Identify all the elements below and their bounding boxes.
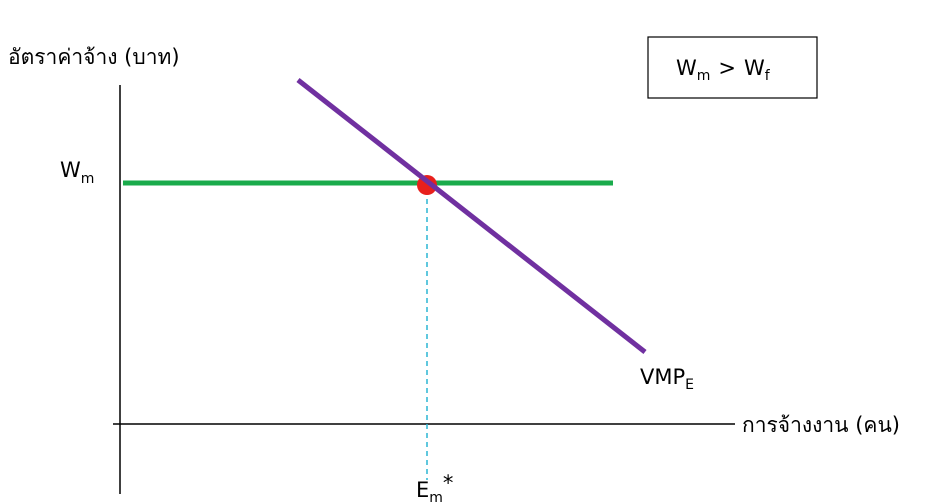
wage-label-main: W xyxy=(60,158,81,182)
condition-text: Wm>Wf xyxy=(676,56,771,84)
curve-label-main: VMP xyxy=(640,365,685,389)
employment-label: Em* xyxy=(416,471,453,504)
condition-left: W xyxy=(676,56,697,80)
employment-label-sub: m xyxy=(429,490,443,504)
employment-label-sup: * xyxy=(443,471,454,495)
diagram: อัตราค่าจ้าง (บาท) การจ้างงาน (คน) Wm>Wf… xyxy=(0,0,934,504)
vmp-curve xyxy=(298,80,645,352)
curve-label-sub: E xyxy=(685,377,694,393)
condition-left-sub: m xyxy=(697,68,711,84)
condition-operator: > xyxy=(718,56,736,80)
wage-label: Wm xyxy=(60,158,94,187)
wage-label-sub: m xyxy=(81,171,95,187)
y-axis-label: อัตราค่าจ้าง (บาท) xyxy=(8,45,180,69)
x-axis-label: การจ้างงาน (คน) xyxy=(742,413,900,437)
curve-label: VMPE xyxy=(640,365,694,393)
employment-label-main: E xyxy=(416,478,429,502)
condition-right: W xyxy=(744,56,765,80)
